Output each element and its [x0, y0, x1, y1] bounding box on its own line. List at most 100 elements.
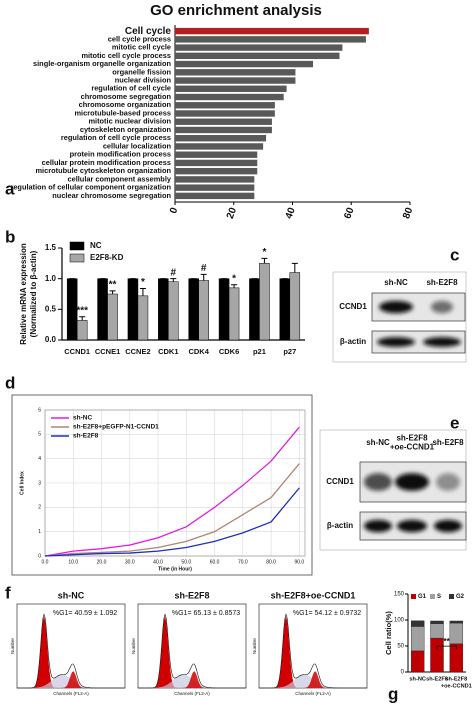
- flow-outline: [259, 613, 367, 689]
- flow-title: sh-NC: [58, 590, 85, 600]
- blot-band: [434, 519, 462, 533]
- x-tick-label: p21: [253, 347, 266, 356]
- category-label: cytoskeleton organization: [80, 125, 172, 134]
- blot-frame: [332, 271, 467, 363]
- bar: [175, 176, 255, 183]
- y-tick-label: 3: [38, 480, 41, 486]
- x-tick-label: 90.0: [294, 559, 304, 565]
- bar: [289, 272, 301, 341]
- bar: [279, 278, 291, 341]
- y-tick-label: 0: [38, 553, 41, 559]
- bar: [175, 93, 284, 101]
- x-tick-label: 20: [225, 206, 239, 221]
- x-axis-label: Time (in Hour): [158, 566, 192, 572]
- category-label: cellular protein modification process: [42, 158, 171, 167]
- legend-label: sh-E2F8: [73, 433, 99, 440]
- protein-label: β-actin: [327, 521, 353, 530]
- category-label: regulation of cell cycle: [91, 84, 171, 93]
- y-tick-label: 0.5: [45, 304, 57, 313]
- bar: [175, 27, 369, 35]
- x-tick-label: 0.0: [42, 559, 49, 565]
- panel-letter: d: [5, 373, 15, 392]
- legend-swatch: [411, 594, 416, 599]
- x-tick-label: 80.0: [266, 559, 276, 565]
- x-tick-label: CCNE2: [125, 347, 150, 356]
- error-bar: [261, 257, 268, 264]
- x-tick-label: 60.0: [210, 559, 220, 565]
- category-label: single-organism organelle organization: [33, 59, 171, 68]
- panel-letter: f: [5, 583, 11, 602]
- panel-letter: c: [450, 245, 459, 264]
- x-tick-label: CDK6: [219, 347, 239, 356]
- bar-segment: [430, 637, 444, 673]
- bar: [175, 36, 366, 43]
- legend-swatch: [449, 594, 454, 599]
- error-bar: [291, 262, 298, 273]
- category-label: cellular component assembly: [67, 174, 171, 183]
- x-tick-label: 70.0: [238, 559, 248, 565]
- legend-label: G1: [418, 594, 427, 600]
- flow-frame: [16, 603, 126, 689]
- x-axis-label: Channels (FL2-A): [174, 691, 210, 696]
- chart-title: GO enrichment analysis: [150, 2, 322, 19]
- bar-segment: [430, 623, 444, 639]
- g1-peak: [138, 616, 246, 688]
- series-line: [44, 487, 300, 557]
- x-tick-label: sh-E2F8: [445, 676, 467, 682]
- x-tick-label: CDK1: [158, 347, 178, 356]
- category-label: cellular localization: [103, 141, 172, 150]
- lane-label: sh-NC: [366, 438, 390, 447]
- series-line: [44, 463, 300, 557]
- category-label: nuclear chromosome segregation: [52, 191, 171, 200]
- blot-band: [377, 337, 415, 347]
- category-label: cell cycle process: [108, 34, 171, 43]
- error-bar: [200, 273, 207, 281]
- category-label: mitotic cell cycle: [112, 43, 171, 52]
- category-label: mitotic cell cycle process: [81, 51, 171, 60]
- bar: [175, 135, 267, 142]
- panel-letter: g: [388, 684, 398, 703]
- lane-label: sh-E2F8: [426, 278, 458, 287]
- plot-frame: [44, 409, 306, 557]
- y-tick-label: 6: [38, 407, 41, 413]
- bar: [175, 69, 296, 76]
- y-tick-label: 5: [38, 432, 41, 438]
- legend-label: NC: [90, 241, 102, 250]
- x-tick-label: CCNE1: [95, 347, 120, 356]
- bar: [218, 278, 230, 341]
- legend-label: E2F8-KD: [90, 253, 124, 262]
- bar: [175, 85, 287, 92]
- category-label: Cell cycle: [125, 26, 172, 37]
- y-tick-label: 2: [38, 505, 41, 511]
- x-tick-label: 10.0: [68, 559, 78, 565]
- bar: [175, 44, 343, 51]
- category-label: chromosome segregation: [81, 92, 172, 101]
- bar: [175, 184, 255, 191]
- y-axis-label: Cell Index: [19, 471, 25, 495]
- y-tick-label: 50: [397, 644, 404, 650]
- y-tick-label: 4: [38, 456, 41, 462]
- significance-label: *: [262, 247, 266, 258]
- flow-outline: [17, 613, 125, 689]
- bar-segment: [410, 650, 425, 673]
- flow-frame: [137, 603, 247, 689]
- significance-label: *: [141, 277, 145, 288]
- y-tick-label: 1: [38, 529, 41, 535]
- error-bar: [170, 278, 177, 282]
- significance-label: *: [232, 273, 236, 284]
- category-label: chromosome organization: [79, 100, 172, 109]
- error-bar: [79, 316, 86, 321]
- legend-swatch: [430, 594, 435, 599]
- bar-segment: [410, 626, 425, 652]
- bar: [175, 126, 272, 134]
- x-tick-label: sh-NC: [409, 676, 425, 682]
- series-line: [44, 426, 300, 557]
- bar: [175, 77, 296, 84]
- panel-frame: [11, 394, 313, 576]
- error-bar: [139, 287, 146, 296]
- bar: [198, 280, 209, 341]
- g2-peak: [259, 671, 367, 688]
- y-axis-label: Number: [131, 638, 136, 655]
